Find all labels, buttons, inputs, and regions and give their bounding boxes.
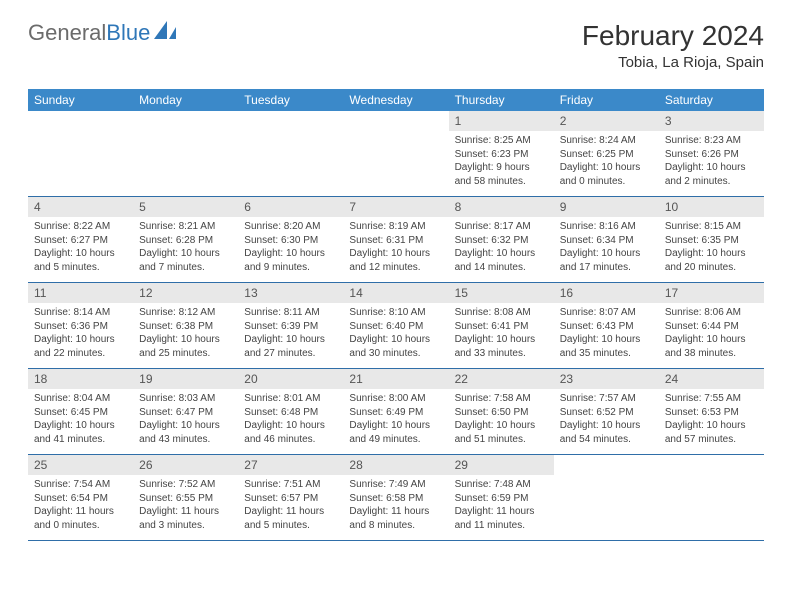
day-number: 26 <box>133 455 238 475</box>
brand-part1: General <box>28 20 106 45</box>
day-number: 15 <box>449 283 554 303</box>
day-cell <box>238 131 343 196</box>
day-number: 28 <box>343 455 448 475</box>
day-number: 10 <box>659 197 764 217</box>
day-number: 3 <box>659 111 764 131</box>
day-number: 12 <box>133 283 238 303</box>
day-number: 19 <box>133 369 238 389</box>
weekday-header: Sunday <box>28 89 133 111</box>
day-cell: Sunrise: 8:04 AMSunset: 6:45 PMDaylight:… <box>28 389 133 454</box>
day-cell: Sunrise: 7:52 AMSunset: 6:55 PMDaylight:… <box>133 475 238 540</box>
calendar-grid: SundayMondayTuesdayWednesdayThursdayFrid… <box>28 89 764 541</box>
day-cell: Sunrise: 8:01 AMSunset: 6:48 PMDaylight:… <box>238 389 343 454</box>
day-number: 9 <box>554 197 659 217</box>
day-number: 23 <box>554 369 659 389</box>
day-cell <box>343 131 448 196</box>
location: Tobia, La Rioja, Spain <box>582 54 764 71</box>
day-cell: Sunrise: 8:10 AMSunset: 6:40 PMDaylight:… <box>343 303 448 368</box>
calendar-week: 45678910 Sunrise: 8:22 AMSunset: 6:27 PMD… <box>28 197 764 283</box>
day-number: 22 <box>449 369 554 389</box>
day-cell: Sunrise: 8:25 AMSunset: 6:23 PMDaylight:… <box>449 131 554 196</box>
weekday-header: Saturday <box>659 89 764 111</box>
day-cell <box>133 131 238 196</box>
brand-sail-icon <box>154 21 180 46</box>
day-cell: Sunrise: 7:57 AMSunset: 6:52 PMDaylight:… <box>554 389 659 454</box>
day-cell: Sunrise: 7:55 AMSunset: 6:53 PMDaylight:… <box>659 389 764 454</box>
day-cell: Sunrise: 8:11 AMSunset: 6:39 PMDaylight:… <box>238 303 343 368</box>
day-number: 2 <box>554 111 659 131</box>
day-cell: Sunrise: 7:51 AMSunset: 6:57 PMDaylight:… <box>238 475 343 540</box>
day-number <box>659 455 764 475</box>
day-number: 6 <box>238 197 343 217</box>
day-number: 14 <box>343 283 448 303</box>
weekday-header-row: SundayMondayTuesdayWednesdayThursdayFrid… <box>28 89 764 111</box>
day-cell: Sunrise: 8:20 AMSunset: 6:30 PMDaylight:… <box>238 217 343 282</box>
day-number <box>238 111 343 131</box>
day-number: 24 <box>659 369 764 389</box>
day-number <box>554 455 659 475</box>
day-number: 11 <box>28 283 133 303</box>
day-cell: Sunrise: 8:07 AMSunset: 6:43 PMDaylight:… <box>554 303 659 368</box>
day-cell: Sunrise: 8:06 AMSunset: 6:44 PMDaylight:… <box>659 303 764 368</box>
day-number: 7 <box>343 197 448 217</box>
day-cell <box>659 475 764 540</box>
weeks-container: 123Sunrise: 8:25 AMSunset: 6:23 PMDaylig… <box>28 111 764 541</box>
day-number: 4 <box>28 197 133 217</box>
day-cell: Sunrise: 8:08 AMSunset: 6:41 PMDaylight:… <box>449 303 554 368</box>
calendar-page: GeneralBlue February 2024 Tobia, La Rioj… <box>0 0 792 561</box>
day-number <box>28 111 133 131</box>
day-cell: Sunrise: 8:17 AMSunset: 6:32 PMDaylight:… <box>449 217 554 282</box>
day-number: 29 <box>449 455 554 475</box>
day-number: 16 <box>554 283 659 303</box>
day-cell <box>554 475 659 540</box>
day-number <box>343 111 448 131</box>
weekday-header: Wednesday <box>343 89 448 111</box>
day-cell: Sunrise: 8:22 AMSunset: 6:27 PMDaylight:… <box>28 217 133 282</box>
day-cell: Sunrise: 7:49 AMSunset: 6:58 PMDaylight:… <box>343 475 448 540</box>
header: GeneralBlue February 2024 Tobia, La Rioj… <box>28 20 764 71</box>
day-cell: Sunrise: 8:14 AMSunset: 6:36 PMDaylight:… <box>28 303 133 368</box>
brand-name: GeneralBlue <box>28 20 150 46</box>
day-cell <box>28 131 133 196</box>
day-cell: Sunrise: 8:12 AMSunset: 6:38 PMDaylight:… <box>133 303 238 368</box>
day-cell: Sunrise: 8:03 AMSunset: 6:47 PMDaylight:… <box>133 389 238 454</box>
day-number <box>133 111 238 131</box>
day-number: 25 <box>28 455 133 475</box>
day-number: 17 <box>659 283 764 303</box>
day-cell: Sunrise: 8:16 AMSunset: 6:34 PMDaylight:… <box>554 217 659 282</box>
day-number: 5 <box>133 197 238 217</box>
weekday-header: Thursday <box>449 89 554 111</box>
day-cell: Sunrise: 8:15 AMSunset: 6:35 PMDaylight:… <box>659 217 764 282</box>
day-cell: Sunrise: 7:54 AMSunset: 6:54 PMDaylight:… <box>28 475 133 540</box>
day-number: 8 <box>449 197 554 217</box>
weekday-header: Friday <box>554 89 659 111</box>
weekday-header: Monday <box>133 89 238 111</box>
day-cell: Sunrise: 8:00 AMSunset: 6:49 PMDaylight:… <box>343 389 448 454</box>
day-cell: Sunrise: 8:24 AMSunset: 6:25 PMDaylight:… <box>554 131 659 196</box>
day-number: 13 <box>238 283 343 303</box>
weekday-header: Tuesday <box>238 89 343 111</box>
day-cell: Sunrise: 7:58 AMSunset: 6:50 PMDaylight:… <box>449 389 554 454</box>
brand-logo: GeneralBlue <box>28 20 180 46</box>
calendar-week: 123 Sunrise: 8:25 AMSunset: 6:23 PMDaylig… <box>28 111 764 197</box>
day-cell: Sunrise: 8:19 AMSunset: 6:31 PMDaylight:… <box>343 217 448 282</box>
calendar-week: 2526272829 Sunrise: 7:54 AMSunset: 6:54 P… <box>28 455 764 541</box>
day-number: 1 <box>449 111 554 131</box>
day-number: 18 <box>28 369 133 389</box>
day-cell: Sunrise: 8:21 AMSunset: 6:28 PMDaylight:… <box>133 217 238 282</box>
day-cell: Sunrise: 8:23 AMSunset: 6:26 PMDaylight:… <box>659 131 764 196</box>
day-cell: Sunrise: 7:48 AMSunset: 6:59 PMDaylight:… <box>449 475 554 540</box>
calendar-week: 11121314151617 Sunrise: 8:14 AMSunset: 6:… <box>28 283 764 369</box>
day-number: 27 <box>238 455 343 475</box>
brand-part2: Blue <box>106 20 150 45</box>
day-number: 21 <box>343 369 448 389</box>
day-number: 20 <box>238 369 343 389</box>
month-title: February 2024 <box>582 20 764 52</box>
calendar-week: 18192021222324 Sunrise: 8:04 AMSunset: 6:… <box>28 369 764 455</box>
title-block: February 2024 Tobia, La Rioja, Spain <box>582 20 764 71</box>
